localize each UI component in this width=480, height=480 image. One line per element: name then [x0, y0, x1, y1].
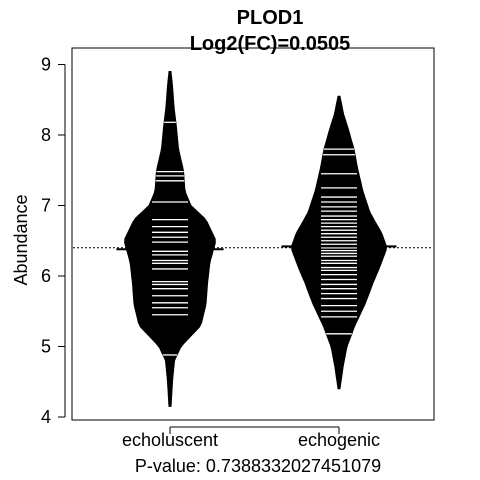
y-tick-label: 9 — [41, 55, 51, 75]
y-tick-label: 5 — [41, 337, 51, 357]
y-tick-label: 4 — [41, 407, 51, 427]
bean-echogenic — [291, 95, 387, 390]
x-axis: echoluscent echogenic — [122, 426, 380, 450]
y-axis-label: Abundance — [11, 194, 31, 285]
y-tick-label: 8 — [41, 125, 51, 145]
x-tick-label-echogenic: echogenic — [298, 430, 380, 450]
chart-title: PLOD1 — [237, 7, 304, 29]
beans-layer — [73, 71, 433, 407]
chart-subtitle: Log2(FC)=0.0505 — [190, 33, 351, 55]
p-value-label: P-value: 0.7388332027451079 — [135, 456, 381, 476]
bean-echoluscent — [124, 71, 216, 407]
x-tick-label-echoluscent: echoluscent — [122, 430, 218, 450]
y-axis: 4 5 6 7 8 9 — [41, 55, 66, 427]
y-tick-label: 6 — [41, 266, 51, 286]
plot-frame — [71, 47, 435, 421]
y-tick-label: 7 — [41, 196, 51, 216]
